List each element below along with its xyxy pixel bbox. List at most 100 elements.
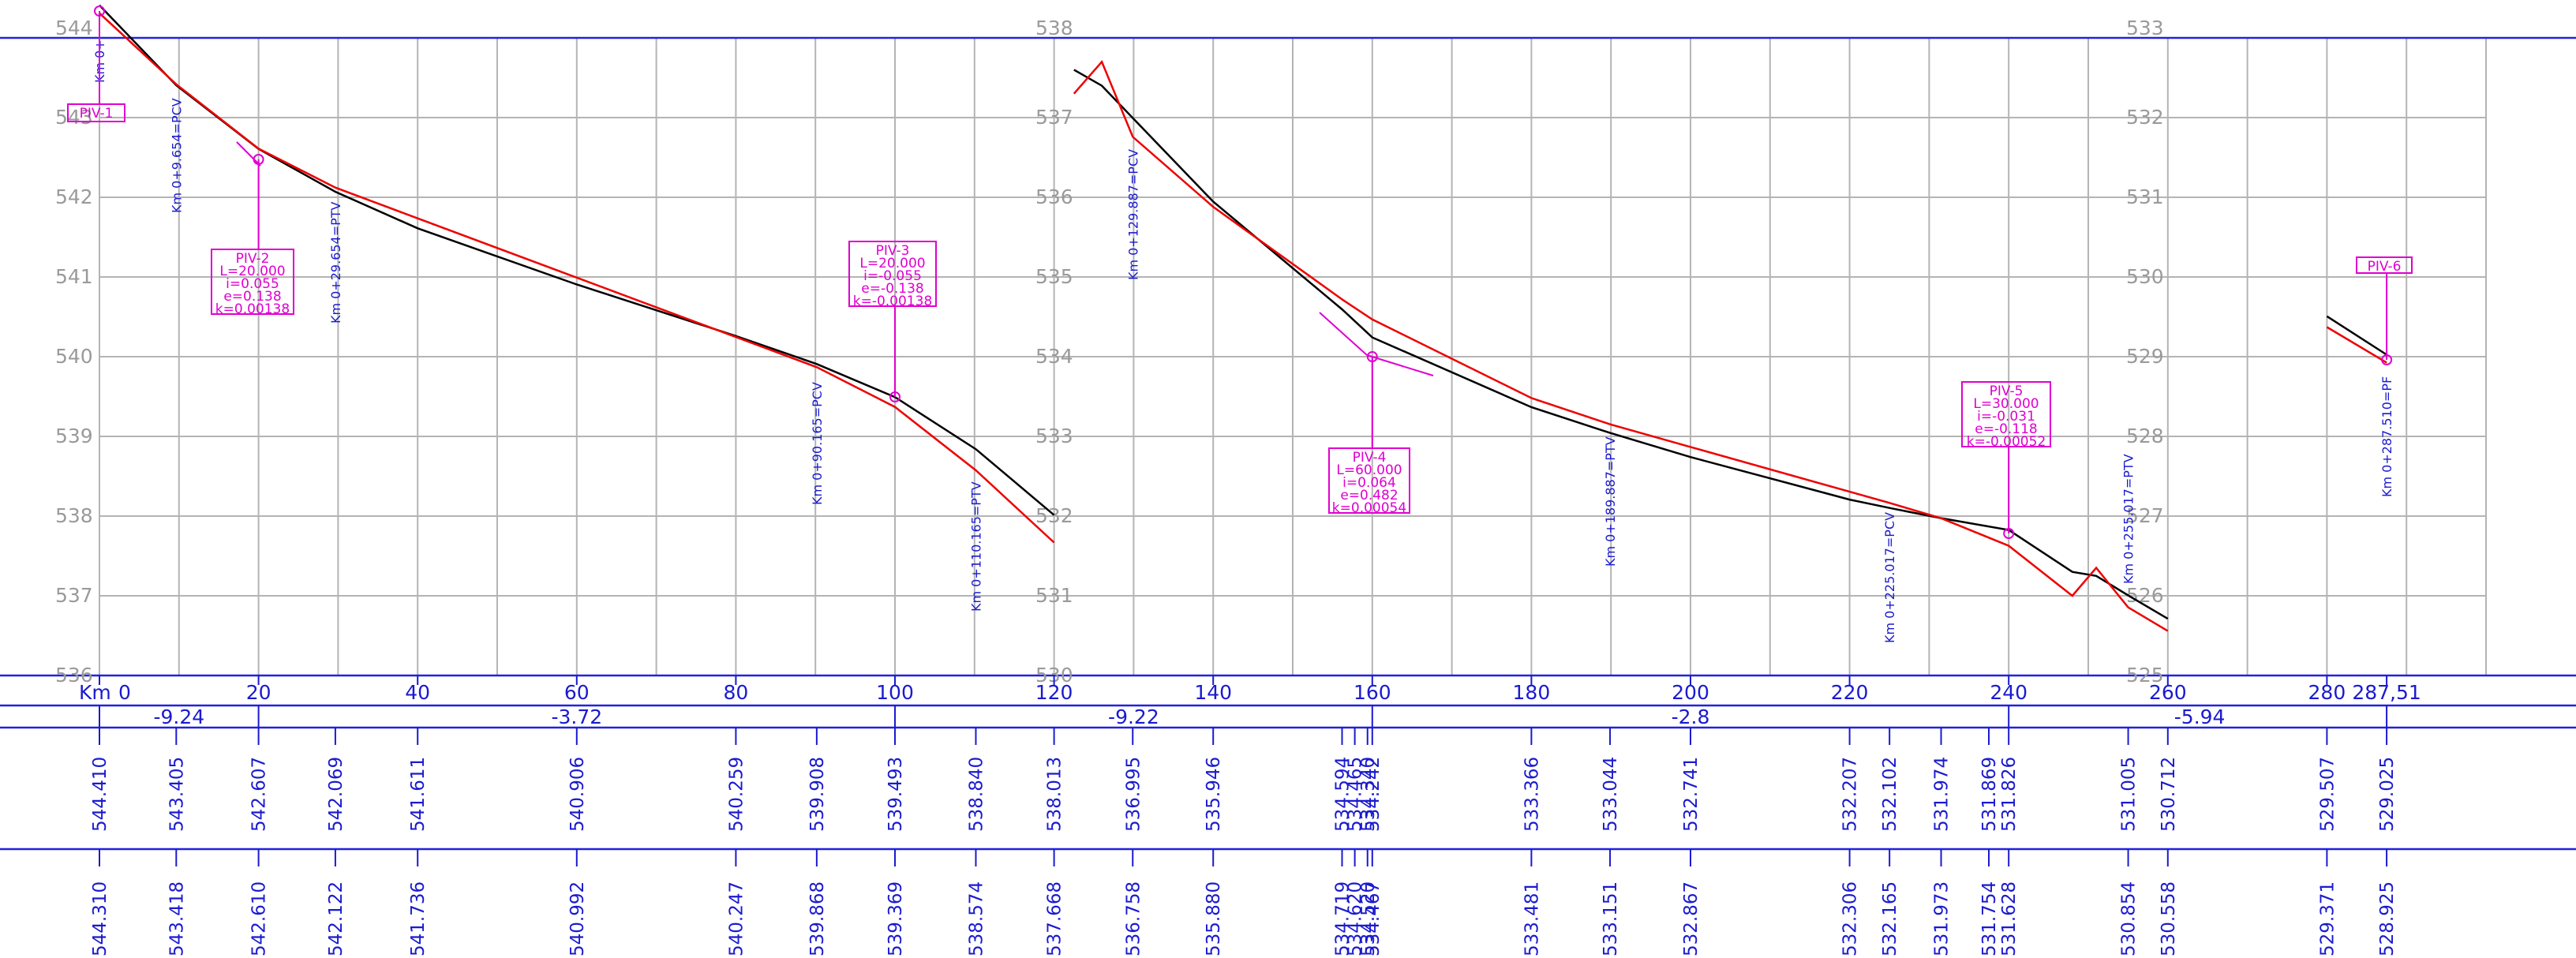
piv-label-line: e=0.138 — [223, 289, 281, 305]
elevation-label: 535 — [1035, 265, 1073, 288]
slope-value: -9.22 — [1108, 705, 1159, 728]
row2-value: 528.925 — [2377, 881, 2398, 956]
piv-label-line: k=-0.00052 — [1967, 434, 2046, 450]
elevation-label: 536 — [55, 664, 93, 687]
elevation-label: 537 — [55, 584, 93, 607]
station-label: Km 0+255.017=PTV — [2121, 454, 2136, 584]
row1-value: 534.340 — [1358, 757, 1379, 832]
slope-value: -2.8 — [1672, 705, 1710, 728]
piv-label-line: i=-0.055 — [863, 268, 922, 284]
row1-value: 531.869 — [1979, 757, 2000, 832]
row1-value: 533.366 — [1522, 757, 1542, 832]
elevation-label: 527 — [2126, 504, 2164, 527]
piv-label-line: i=0.055 — [226, 276, 279, 292]
row2-value: 532.165 — [1880, 881, 1900, 956]
profile-lines — [99, 4, 2387, 632]
row2-value: 530.854 — [2119, 881, 2140, 956]
row2-value: 541.736 — [408, 881, 429, 956]
elevation-label: 532 — [1035, 504, 1073, 527]
elevation-label: 538 — [1035, 17, 1073, 39]
row1-value: 532.207 — [1840, 757, 1861, 832]
row1-value: 541.611 — [408, 757, 429, 832]
piv-label-line: i=-0.031 — [1977, 409, 2035, 425]
slope-value: -3.72 — [551, 705, 602, 728]
row2-value: 542.610 — [249, 881, 270, 956]
piv-label-box — [1961, 381, 2051, 447]
elevation-label: 534 — [1035, 345, 1073, 368]
row2-value: 531.754 — [1979, 881, 2000, 956]
row2-value: 542.122 — [326, 881, 346, 956]
piv-label-line: PIV-2 — [236, 251, 270, 267]
row1-value: 540.259 — [726, 757, 747, 832]
row1-value: 530.712 — [2159, 757, 2179, 832]
piv-annotation-1: PIV-1 — [67, 6, 125, 122]
elevation-label: 538 — [55, 504, 93, 527]
elevation-label: 537 — [1035, 106, 1073, 129]
elevation-label: 542 — [55, 185, 93, 208]
row2-value: 529.371 — [2317, 881, 2338, 956]
row1-value: 538.840 — [966, 757, 987, 832]
row1-value: 531.974 — [1932, 757, 1953, 832]
elevation-label: 541 — [55, 265, 93, 288]
piv-label-line: PIV-4 — [1353, 450, 1387, 466]
row1-value: 539.908 — [807, 757, 828, 832]
piv-label-line: e=-0.118 — [1975, 421, 2038, 437]
row1-value: 534.594 — [1332, 757, 1353, 832]
row2-value: 531.973 — [1932, 881, 1953, 956]
km-label: Km — [79, 681, 111, 704]
piv-label-box — [67, 103, 125, 122]
row2-value: 532.306 — [1840, 881, 1861, 956]
station-label: Km 0+189.887=PTV — [1603, 436, 1618, 567]
piv4-tangent-line — [1366, 354, 1434, 376]
row2-value: 538.574 — [966, 881, 987, 956]
row1-value: 529.507 — [2317, 757, 2338, 832]
piv-label-line: PIV-6 — [2368, 259, 2402, 275]
elevation-label: 531 — [2126, 185, 2164, 208]
elevation-label: 529 — [2126, 345, 2164, 368]
station-label: Km 0+287.510=PF — [2379, 376, 2394, 497]
row1-value: 539.493 — [886, 757, 906, 832]
row2-value: 534.719 — [1332, 881, 1353, 956]
data-table: Km 0 20 40 60 80 100 120 140 160 180 200 220 240 260 28… — [79, 675, 2421, 956]
row2-value: 539.369 — [886, 881, 906, 956]
elevation-label: 543 — [55, 106, 93, 129]
elevation-label: 530 — [2126, 265, 2164, 288]
row2-value: 531.628 — [1999, 881, 2020, 956]
elevation-label: 525 — [2126, 664, 2164, 687]
piv2-tangent-line — [236, 141, 261, 167]
design-profile-segment-2 — [1073, 59, 2169, 632]
elevation-label: 533 — [1035, 425, 1073, 447]
row2-value: 540.992 — [567, 881, 588, 956]
row2-value: 540.247 — [726, 881, 747, 956]
piv-annotations: PIV-1 PIV-2L=20.000i=0.055e=0.138k=0.0013… — [67, 6, 2413, 539]
row2-value: 533.481 — [1522, 881, 1542, 956]
piv-label-line: L=20.000 — [219, 264, 285, 279]
station-label: Km 0+110.165=PTV — [968, 481, 983, 612]
station-label: Km 0+9.654=PCV — [169, 98, 184, 213]
piv-label-box — [1328, 447, 1410, 514]
row2-value: 539.868 — [807, 881, 828, 956]
piv-label-line: L=30.000 — [1973, 396, 2039, 412]
station-label: Km 0+225.017=PCV — [1882, 512, 1897, 643]
row2-value: 536.758 — [1123, 881, 1144, 956]
piv-label-line: PIV-3 — [876, 243, 910, 259]
design-profile-segment-3 — [2326, 326, 2387, 364]
elevation-label: 532 — [2126, 106, 2164, 129]
row1-value: 533.044 — [1601, 757, 1621, 832]
row2-value: 532.867 — [1681, 881, 1702, 956]
slope-value: -9.24 — [153, 705, 204, 728]
row2-value: 535.880 — [1204, 881, 1224, 956]
piv-label-line: e=-0.138 — [861, 281, 924, 297]
piv-label-line: PIV-1 — [80, 106, 114, 122]
piv-label-line: e=0.482 — [1340, 488, 1398, 503]
row2-value: 544.310 — [90, 881, 110, 956]
row1-value: 544.410 — [90, 757, 110, 832]
piv-label-box — [848, 241, 937, 307]
elevation-label: 539 — [55, 425, 93, 447]
piv-label-line: k=0.00054 — [1332, 500, 1406, 516]
station-label: Km 0+90.165=PCV — [810, 382, 825, 505]
row1-value: 543.405 — [167, 757, 187, 832]
elevation-label: 540 — [55, 345, 93, 368]
